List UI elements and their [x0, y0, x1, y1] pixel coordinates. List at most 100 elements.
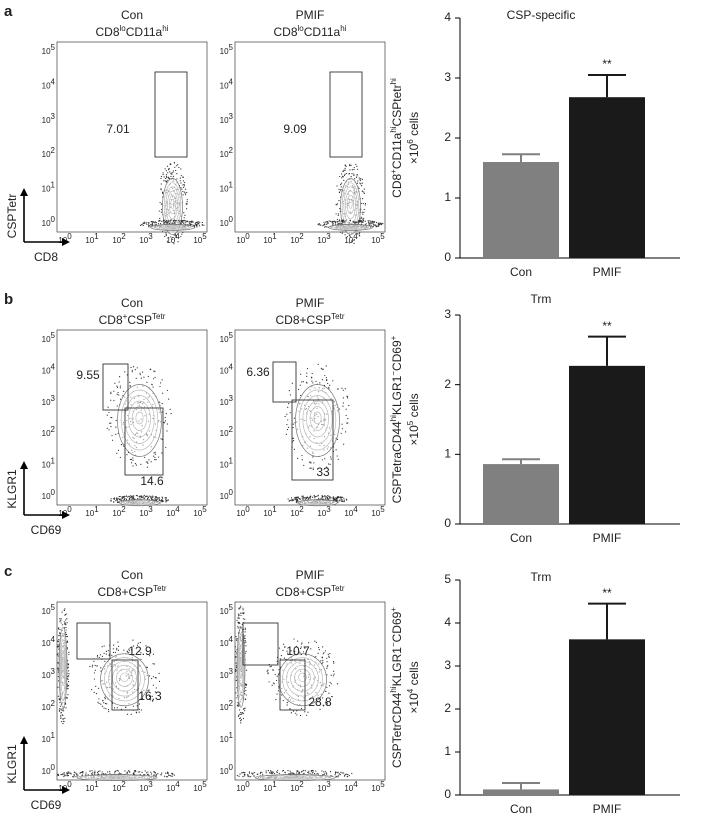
event-dot	[148, 689, 150, 691]
event-dot	[296, 714, 298, 716]
event-dot	[291, 500, 294, 502]
event-dot	[65, 629, 67, 631]
text-part: CD8	[390, 173, 404, 197]
event-dot	[325, 226, 327, 228]
event-dot	[300, 646, 302, 648]
event-dot	[245, 686, 247, 688]
event-dot	[242, 612, 245, 615]
event-dot	[336, 185, 338, 187]
event-dot	[351, 173, 353, 175]
event-dot	[110, 422, 112, 424]
superscript: 0	[229, 215, 234, 224]
y-axis-label: KLGR1	[5, 744, 19, 784]
event-dot	[376, 225, 378, 228]
event-dot	[124, 371, 126, 373]
event-dot	[156, 497, 158, 499]
event-dot	[322, 697, 324, 699]
event-dot	[313, 772, 316, 775]
event-dot	[120, 498, 122, 500]
event-dot	[169, 408, 171, 410]
text-part: 10	[166, 509, 175, 518]
event-dot	[131, 496, 133, 498]
event-dot	[132, 639, 134, 641]
plot-title: Con	[121, 568, 143, 582]
x-tick-label: 103	[139, 232, 153, 246]
event-dot	[192, 221, 194, 223]
event-dot	[123, 496, 125, 498]
event-dot	[356, 168, 359, 170]
event-dot	[113, 501, 115, 503]
event-dot	[297, 457, 299, 459]
event-dot	[64, 703, 67, 705]
text-part: 10	[112, 236, 121, 245]
x-tick-label: Con	[510, 531, 532, 545]
superscript: 4	[406, 688, 415, 693]
event-dot	[57, 662, 59, 664]
event-dot	[164, 221, 167, 223]
text-part: 10	[42, 461, 51, 470]
event-dot	[67, 678, 69, 681]
event-dot	[136, 367, 138, 369]
event-dot	[337, 776, 339, 778]
event-dot	[114, 771, 116, 773]
text-part: 10	[220, 767, 229, 776]
event-dot	[113, 399, 115, 402]
event-dot	[317, 773, 319, 775]
event-dot	[381, 222, 383, 224]
event-dot	[115, 500, 117, 502]
superscript: 4	[353, 505, 358, 514]
superscript: 2	[51, 699, 56, 708]
event-dot	[161, 498, 163, 501]
event-dot	[320, 224, 322, 226]
bar	[569, 365, 645, 524]
event-dot	[333, 498, 335, 501]
event-dot	[139, 495, 141, 497]
y-tick-label: 100	[42, 763, 56, 777]
event-dot	[361, 190, 363, 192]
superscript: lo	[120, 24, 127, 33]
event-dot	[129, 495, 132, 497]
superscript: 4	[51, 635, 56, 644]
event-dot	[149, 697, 151, 699]
plot-subtitle: CD8+CSPTetr	[275, 584, 344, 600]
event-dot	[346, 499, 348, 501]
event-dot	[278, 647, 281, 649]
event-dot	[324, 495, 326, 497]
event-dot	[150, 771, 152, 773]
event-dot	[93, 660, 95, 663]
event-dot	[136, 705, 138, 707]
event-dot	[58, 709, 61, 711]
y-tick-label: 104	[220, 77, 234, 91]
event-dot	[154, 221, 157, 223]
event-dot	[110, 391, 112, 393]
event-dot	[67, 670, 70, 672]
event-dot	[353, 221, 355, 223]
event-dot	[138, 703, 141, 705]
y-axis-label: ×104 cells	[406, 661, 422, 713]
y-tick-label: 1	[444, 447, 451, 461]
event-dot	[271, 684, 273, 686]
event-dot	[198, 225, 201, 227]
event-dot	[352, 220, 354, 223]
event-dot	[235, 656, 237, 658]
event-dot	[261, 771, 263, 773]
event-dot	[68, 673, 70, 675]
event-dot	[335, 221, 337, 223]
event-dot	[73, 775, 75, 777]
event-dot	[279, 658, 281, 660]
event-dot	[377, 223, 380, 225]
event-dot	[328, 496, 331, 498]
superscript: 5	[202, 232, 207, 241]
event-dot	[69, 772, 71, 774]
event-dot	[111, 654, 113, 656]
event-dot	[311, 372, 313, 375]
event-dot	[334, 774, 336, 776]
y-tick-label: 0	[444, 516, 451, 530]
event-dot	[326, 703, 329, 705]
contour	[58, 626, 68, 708]
event-dot	[237, 617, 239, 619]
event-dot	[165, 174, 168, 176]
event-dot	[287, 770, 289, 772]
event-dot	[160, 208, 163, 211]
event-dot	[338, 188, 340, 190]
